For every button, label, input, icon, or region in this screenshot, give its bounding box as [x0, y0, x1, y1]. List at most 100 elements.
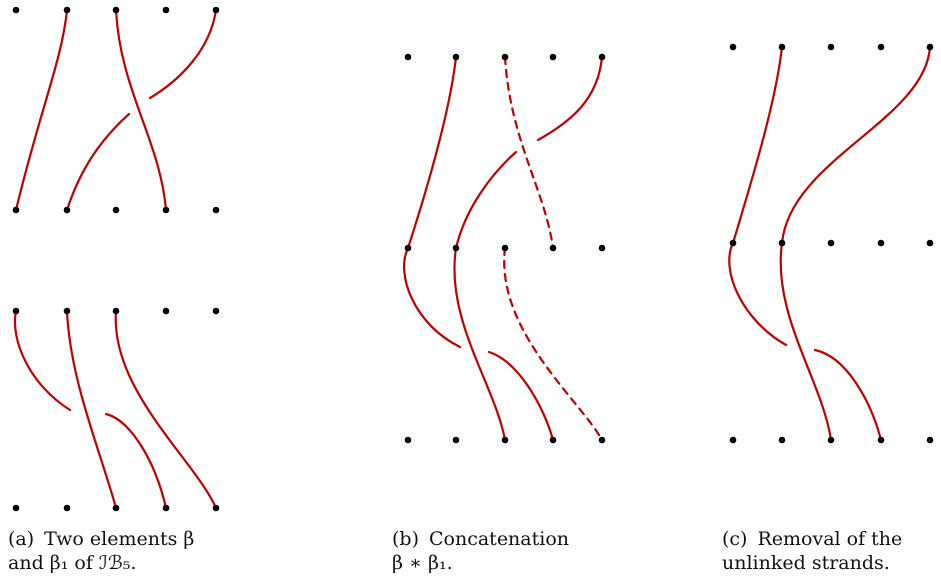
- dot: [877, 239, 885, 247]
- caption-a-text1: Two elements β: [44, 528, 195, 550]
- dot-row-top: [12, 6, 220, 14]
- caption-a: (a) Two elements β and β₁ of ℐℬ₅.: [8, 527, 194, 575]
- dot: [877, 436, 885, 444]
- dot: [598, 244, 606, 252]
- strand: [779, 241, 833, 442]
- caption-c-text1: Removal of the: [757, 528, 903, 550]
- strand: [454, 150, 518, 250]
- dot: [162, 307, 170, 315]
- dot-row-bottom: [12, 206, 220, 214]
- dot: [549, 53, 557, 61]
- dot: [729, 239, 737, 247]
- dot: [452, 53, 460, 61]
- dot: [63, 6, 71, 14]
- dot: [827, 436, 835, 444]
- dot: [549, 436, 557, 444]
- strand: [65, 112, 131, 212]
- caption-a-line2: and β₁ of ℐℬ₅.: [8, 552, 137, 574]
- dot: [729, 43, 737, 51]
- caption-b: (b) Concatenation β ∗ β₁.: [392, 527, 569, 575]
- caption-c-tag: (c): [722, 528, 748, 550]
- caption-b-tag: (b): [392, 528, 419, 550]
- strand: [114, 309, 218, 510]
- strand: [403, 246, 462, 349]
- dot-row-bottom: [404, 436, 606, 444]
- dot: [212, 206, 220, 214]
- dot: [404, 436, 412, 444]
- dot: [63, 504, 71, 512]
- dot-row-bottom: [12, 504, 220, 512]
- dot: [212, 307, 220, 315]
- panel-a-beta: [12, 6, 220, 214]
- dot: [12, 206, 20, 214]
- caption-c-line1: (c) Removal of the: [722, 527, 902, 551]
- strand: [813, 348, 883, 442]
- dot: [12, 504, 20, 512]
- dot: [452, 244, 460, 252]
- caption-b-text1: Concatenation: [429, 528, 570, 550]
- dot: [926, 239, 934, 247]
- dot: [112, 206, 120, 214]
- caption-b-line2: β ∗ β₁.: [392, 552, 453, 574]
- dot: [598, 53, 606, 61]
- dot: [827, 239, 835, 247]
- dot: [501, 244, 509, 252]
- strand: [406, 55, 458, 250]
- strand: [487, 350, 555, 442]
- strand: [114, 8, 168, 212]
- dot: [112, 307, 120, 315]
- dot: [926, 43, 934, 51]
- caption-b-line1: (b) Concatenation: [392, 527, 569, 551]
- dot: [404, 53, 412, 61]
- dot: [63, 206, 71, 214]
- strand: [148, 8, 218, 100]
- dot: [452, 436, 460, 444]
- dot-row-top: [729, 43, 934, 51]
- dot: [778, 239, 786, 247]
- dot: [598, 436, 606, 444]
- caption-c: (c) Removal of the unlinked strands.: [722, 527, 902, 575]
- caption-a-tag: (a): [8, 528, 35, 550]
- dot: [212, 6, 220, 14]
- panel-a-beta1: [12, 307, 220, 512]
- dot: [501, 53, 509, 61]
- caption-a-line1: (a) Two elements β: [8, 527, 194, 551]
- caption-c-line2: unlinked strands.: [722, 552, 890, 574]
- dashed-strand: [503, 55, 555, 250]
- strand: [728, 241, 788, 347]
- strand: [536, 55, 604, 142]
- dot: [12, 6, 20, 14]
- dot: [729, 436, 737, 444]
- strand: [13, 309, 72, 412]
- strand: [453, 246, 507, 442]
- strand: [731, 45, 784, 245]
- dot-row-bottom: [729, 436, 934, 444]
- strand: [65, 309, 118, 510]
- dot: [212, 504, 220, 512]
- dot-row-top: [12, 307, 220, 315]
- dot: [63, 307, 71, 315]
- dot: [778, 436, 786, 444]
- dot: [778, 43, 786, 51]
- dot: [501, 436, 509, 444]
- strand: [780, 45, 932, 245]
- dot: [827, 43, 835, 51]
- dot: [162, 6, 170, 14]
- dashed-strand: [503, 246, 604, 442]
- dot: [877, 43, 885, 51]
- dot: [404, 244, 412, 252]
- dot: [112, 6, 120, 14]
- dot-row-top: [404, 53, 606, 61]
- strand: [104, 412, 168, 510]
- dot-row-middle: [729, 239, 934, 247]
- dot: [162, 504, 170, 512]
- dot: [549, 244, 557, 252]
- dot-row-middle: [404, 244, 606, 252]
- dot: [162, 206, 170, 214]
- panel-b-concatenation: [403, 53, 606, 444]
- dot: [12, 307, 20, 315]
- dot: [926, 436, 934, 444]
- strand: [14, 8, 69, 212]
- dot: [112, 504, 120, 512]
